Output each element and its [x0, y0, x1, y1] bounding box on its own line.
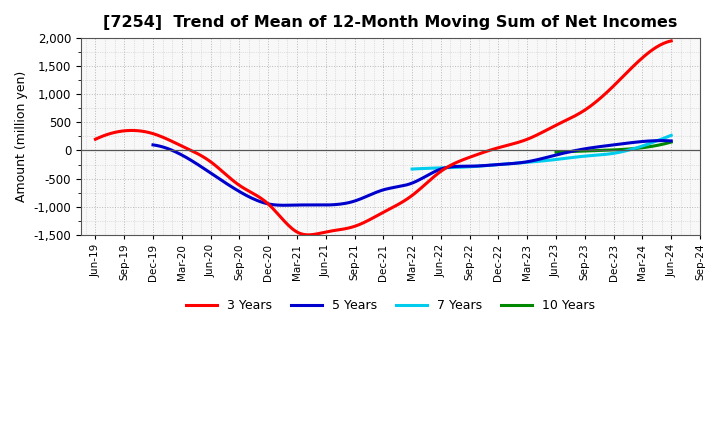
Y-axis label: Amount (million yen): Amount (million yen) [15, 71, 28, 202]
Legend: 3 Years, 5 Years, 7 Years, 10 Years: 3 Years, 5 Years, 7 Years, 10 Years [181, 294, 600, 317]
Title: [7254]  Trend of Mean of 12-Month Moving Sum of Net Incomes: [7254] Trend of Mean of 12-Month Moving … [104, 15, 678, 30]
